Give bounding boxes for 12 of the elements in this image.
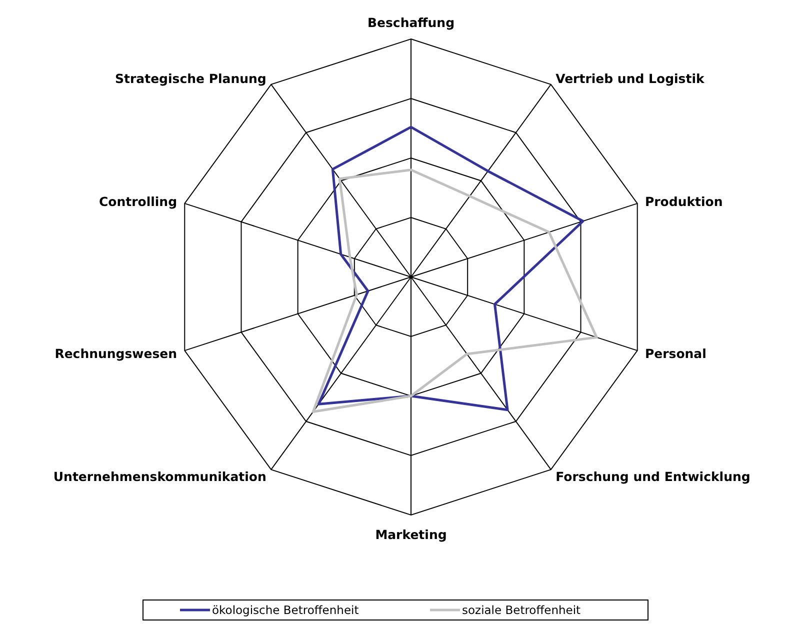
- spoke-label: Rechnungswesen: [54, 346, 178, 362]
- spoke-label: Unternehmenskommunikation: [53, 469, 266, 484]
- spoke-label: Controlling: [98, 194, 178, 209]
- spoke-label: Strategische Planung: [115, 70, 266, 86]
- legend-label: soziale Betroffenheit: [462, 603, 582, 617]
- spoke-label: Marketing: [375, 527, 447, 542]
- spoke-label: Forschung und Entwicklung: [556, 469, 750, 484]
- spoke-label: Produktion: [644, 194, 723, 209]
- legend-label: ökologische Betroffenheit: [212, 603, 360, 617]
- spoke-label: Personal: [644, 346, 706, 362]
- spoke-label: Vertrieb und Logistik: [556, 70, 706, 86]
- spoke-label: Beschaffung: [367, 15, 455, 30]
